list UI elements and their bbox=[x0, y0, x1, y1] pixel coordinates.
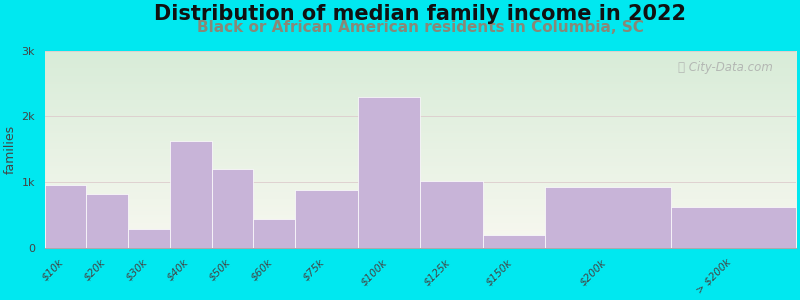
Bar bbox=[86, 194, 128, 248]
Text: Black or African American residents in Columbia, SC: Black or African American residents in C… bbox=[197, 20, 644, 35]
Bar bbox=[45, 185, 86, 248]
Bar bbox=[212, 169, 254, 248]
Bar bbox=[358, 97, 420, 248]
Bar bbox=[420, 181, 483, 248]
Bar bbox=[254, 219, 295, 247]
Bar bbox=[670, 207, 796, 247]
Bar bbox=[170, 141, 212, 247]
Bar bbox=[483, 235, 546, 248]
Title: Distribution of median family income in 2022: Distribution of median family income in … bbox=[154, 4, 686, 24]
Y-axis label: families: families bbox=[4, 124, 17, 174]
Bar bbox=[295, 190, 358, 248]
Bar bbox=[128, 229, 170, 248]
Bar bbox=[546, 187, 670, 247]
Text: ⓘ City-Data.com: ⓘ City-Data.com bbox=[678, 61, 774, 74]
